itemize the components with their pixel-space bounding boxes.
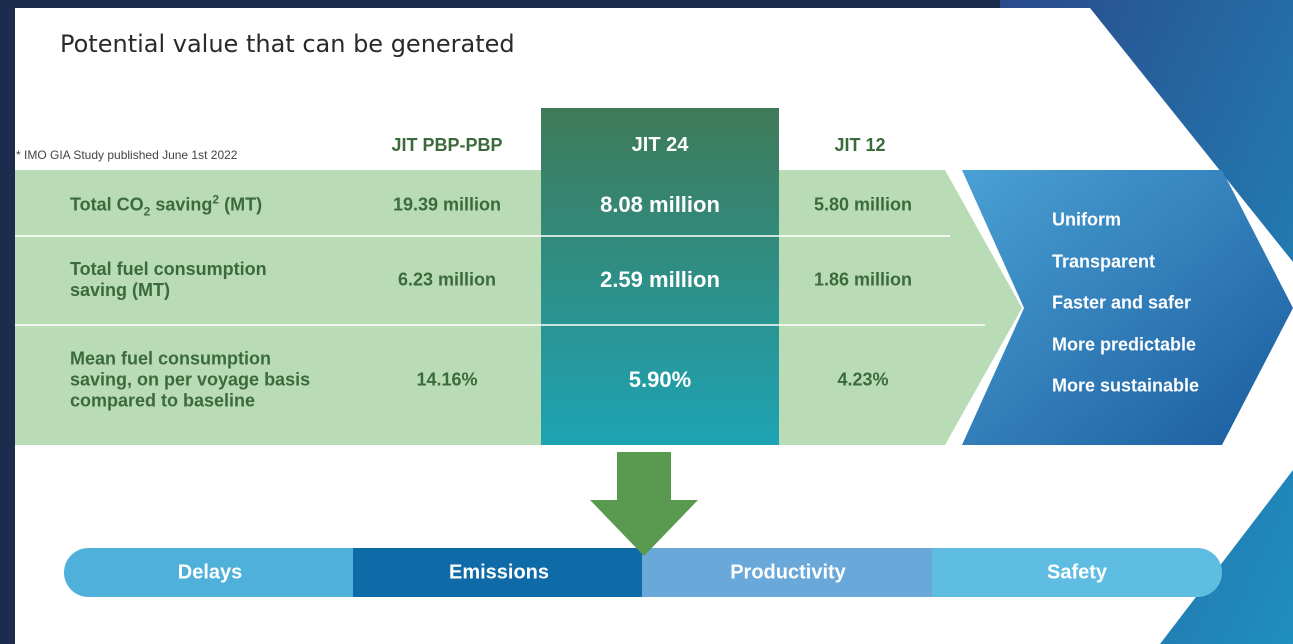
- label-line: saving (MT): [70, 280, 267, 301]
- impact-label: Productivity: [730, 562, 846, 585]
- background: [0, 0, 1293, 644]
- cell-value: 5.90%: [629, 367, 691, 393]
- title: Potential value that can be generated: [60, 30, 515, 58]
- cell-value: 5.80 million: [814, 195, 912, 216]
- label-line: compared to baseline: [70, 391, 310, 412]
- impact-label: Delays: [178, 562, 243, 585]
- benefit: Uniform: [1052, 210, 1121, 231]
- label-line: Total fuel consumption: [70, 259, 267, 280]
- label-part: saving: [150, 195, 212, 215]
- footnote: * IMO GIA Study published June 1st 2022: [16, 148, 237, 162]
- cell-value: 1.86 million: [814, 270, 912, 291]
- cell-value: 14.16%: [416, 370, 477, 391]
- impact-label: Emissions: [449, 562, 549, 585]
- cell-value: 19.39 million: [393, 195, 501, 216]
- slide: Potential value that can be generated * …: [0, 0, 1293, 644]
- cell-value: 2.59 million: [600, 267, 720, 293]
- cell-value: 4.23%: [837, 370, 888, 391]
- down-arrow: [617, 452, 671, 502]
- impact-label: Safety: [1047, 562, 1107, 585]
- label-line: saving, on per voyage basis: [70, 370, 310, 391]
- label-part: Total CO: [70, 195, 144, 215]
- column-header: JIT 12: [834, 135, 885, 156]
- label-line: Mean fuel consumption: [70, 349, 310, 370]
- column-header: JIT 24: [632, 134, 689, 157]
- row-label: Total CO2 saving2 (MT): [70, 190, 262, 223]
- benefit: Faster and safer: [1052, 293, 1191, 314]
- benefit: More predictable: [1052, 334, 1196, 355]
- column-header: JIT PBP-PBP: [391, 135, 502, 156]
- benefit: Transparent: [1052, 251, 1155, 272]
- cell-value: 8.08 million: [600, 192, 720, 218]
- label-part: (MT): [219, 195, 262, 215]
- benefit: More sustainable: [1052, 376, 1199, 397]
- cell-value: 6.23 million: [398, 270, 496, 291]
